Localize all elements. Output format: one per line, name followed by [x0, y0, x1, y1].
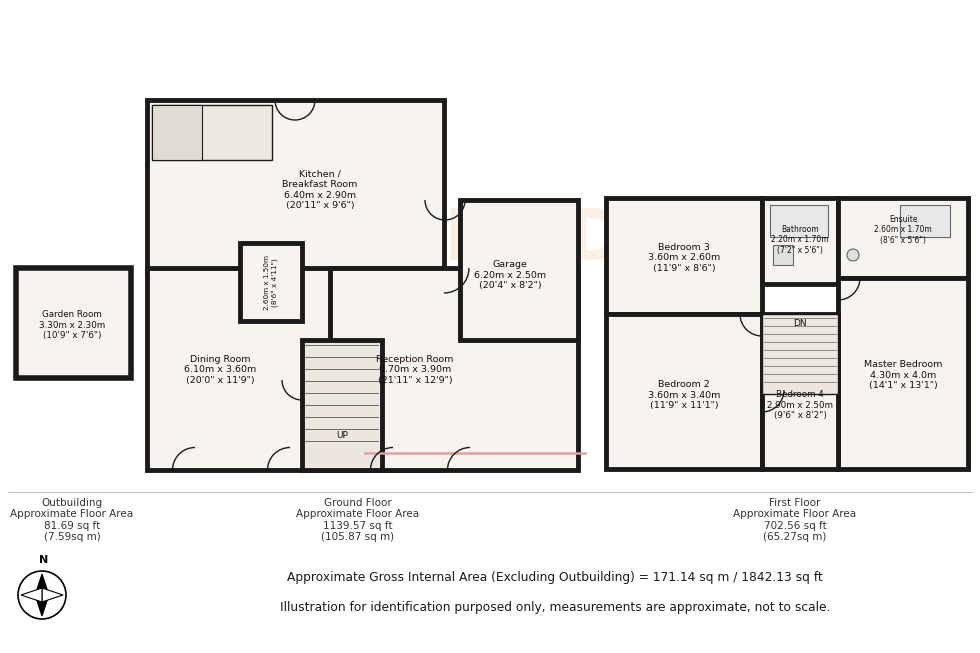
Text: Outbuilding
Approximate Floor Area
81.69 sq ft
(7.59sq m): Outbuilding Approximate Floor Area 81.69… [11, 498, 133, 543]
Bar [770, 205, 828, 237]
Bar [838, 278, 968, 469]
Bar [302, 340, 382, 470]
Text: Ground Floor
Approximate Floor Area
1139.57 sq ft
(105.87 sq m): Ground Floor Approximate Floor Area 1139… [296, 498, 419, 543]
Bar [762, 314, 838, 469]
Polygon shape [42, 588, 63, 602]
Bar [240, 243, 302, 321]
Text: Master Bedroom
4.30m x 4.0m
(14'1" x 13'1"): Master Bedroom 4.30m x 4.0m (14'1" x 13'… [863, 360, 942, 390]
Polygon shape [35, 574, 49, 595]
Circle shape [847, 249, 859, 261]
Text: trusted since 1947: trusted since 1947 [406, 441, 574, 459]
Bar [773, 245, 793, 265]
Text: Bathroom
2.20m x 1.70m
(7'2" x 5'6"): Bathroom 2.20m x 1.70m (7'2" x 5'6") [771, 225, 829, 255]
Polygon shape [35, 595, 49, 616]
Text: Kitchen /
Breakfast Room
6.40m x 2.90m
(20'11" x 9'6"): Kitchen / Breakfast Room 6.40m x 2.90m (… [282, 170, 358, 210]
Text: Dining Room
6.10m x 3.60m
(20'0" x 11'9"): Dining Room 6.10m x 3.60m (20'0" x 11'9"… [184, 355, 256, 385]
Bar [762, 198, 838, 284]
Text: Bedroom 4
2.90m x 2.50m
(9'6" x 8'2"): Bedroom 4 2.90m x 2.50m (9'6" x 8'2") [767, 390, 833, 420]
Bar [762, 314, 838, 394]
Polygon shape [21, 588, 42, 602]
Bar [900, 205, 950, 237]
Bar [152, 105, 202, 160]
Text: N: N [39, 555, 49, 565]
Text: 2.60m x 1.50m
(8'6" x 4'11"): 2.60m x 1.50m (8'6" x 4'11") [265, 255, 277, 310]
Text: MANSFIELD
MAGOG: MANSFIELD MAGOG [154, 206, 626, 355]
Text: Approximate Gross Internal Area (Excluding Outbuilding) = 171.14 sq m / 1842.13 : Approximate Gross Internal Area (Excludi… [287, 571, 823, 584]
Text: Garage
6.20m x 2.50m
(20'4" x 8'2"): Garage 6.20m x 2.50m (20'4" x 8'2") [474, 260, 546, 290]
Text: DN: DN [793, 319, 807, 328]
Bar [147, 100, 444, 272]
Bar [330, 268, 578, 470]
Bar [152, 105, 272, 160]
Text: Illustration for identification purposed only, measurements are approximate, not: Illustration for identification purposed… [280, 601, 830, 614]
Text: UP: UP [336, 430, 348, 439]
Text: Garden Room
3.30m x 2.30m
(10'9" x 7'6"): Garden Room 3.30m x 2.30m (10'9" x 7'6") [39, 310, 105, 340]
Bar [606, 198, 762, 314]
Text: First Floor
Approximate Floor Area
702.56 sq ft
(65.27sq m): First Floor Approximate Floor Area 702.5… [733, 498, 857, 543]
Text: Ensuite
2.60m x 1.70m
(8'6" x 5'6"): Ensuite 2.60m x 1.70m (8'6" x 5'6") [874, 215, 932, 245]
Bar [16, 268, 131, 378]
Bar [838, 198, 968, 278]
Text: Bedroom 2
3.60m x 3.40m
(11'9" x 11'1"): Bedroom 2 3.60m x 3.40m (11'9" x 11'1") [648, 380, 720, 410]
Bar [460, 200, 578, 340]
Bar [147, 268, 442, 470]
Text: Reception Room
6.70m x 3.90m
(21'11" x 12'9"): Reception Room 6.70m x 3.90m (21'11" x 1… [376, 355, 454, 385]
Text: Bedroom 3
3.60m x 2.60m
(11'9" x 8'6"): Bedroom 3 3.60m x 2.60m (11'9" x 8'6") [648, 243, 720, 273]
Bar [606, 314, 762, 469]
